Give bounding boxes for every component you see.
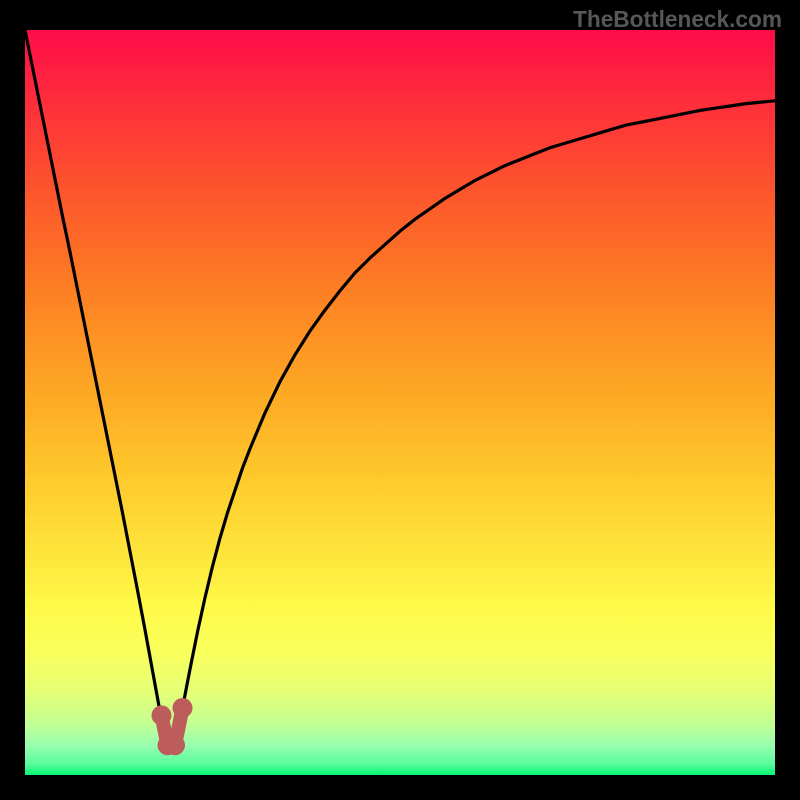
bottleneck-curve bbox=[25, 30, 775, 745]
marker-dot bbox=[173, 698, 193, 718]
marker-dot bbox=[152, 705, 172, 725]
marker-dot bbox=[165, 735, 185, 755]
curve-layer bbox=[25, 30, 775, 775]
watermark-text: TheBottleneck.com bbox=[573, 6, 782, 33]
plot-area bbox=[25, 30, 775, 775]
